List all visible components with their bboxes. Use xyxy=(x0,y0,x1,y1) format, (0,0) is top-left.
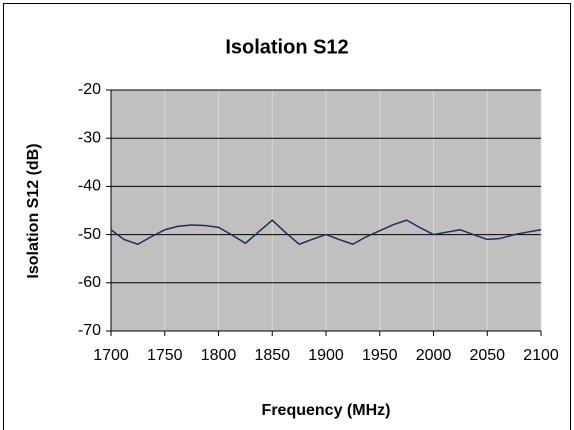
x-tick-label: 1950 xyxy=(362,347,398,364)
page: {"chart_data": {"type": "line", "title":… xyxy=(0,0,574,430)
x-tick-label: 2050 xyxy=(469,347,505,364)
y-axis-title: Isolation S12 (dB) xyxy=(25,143,42,278)
chart-title: Isolation S12 xyxy=(225,36,348,58)
x-tick-label: 1900 xyxy=(308,347,344,364)
y-tick-label: -70 xyxy=(78,322,101,339)
y-tick-label: -60 xyxy=(78,274,101,291)
x-tick-label: 2000 xyxy=(416,347,452,364)
x-axis-title: Frequency (MHz) xyxy=(262,402,391,419)
y-tick-label: -30 xyxy=(78,129,101,146)
y-tick-label: -50 xyxy=(78,226,101,243)
chart: Isolation S12 Frequency (MHz) Isolation … xyxy=(0,0,574,430)
x-tick-label: 1750 xyxy=(147,347,183,364)
x-tick-label: 1700 xyxy=(93,347,129,364)
x-tick-label: 1800 xyxy=(201,347,237,364)
y-tick-label: -40 xyxy=(78,178,101,195)
x-tick-label: 2100 xyxy=(523,347,559,364)
y-tick-label: -20 xyxy=(78,81,101,98)
x-tick-label: 1850 xyxy=(254,347,290,364)
